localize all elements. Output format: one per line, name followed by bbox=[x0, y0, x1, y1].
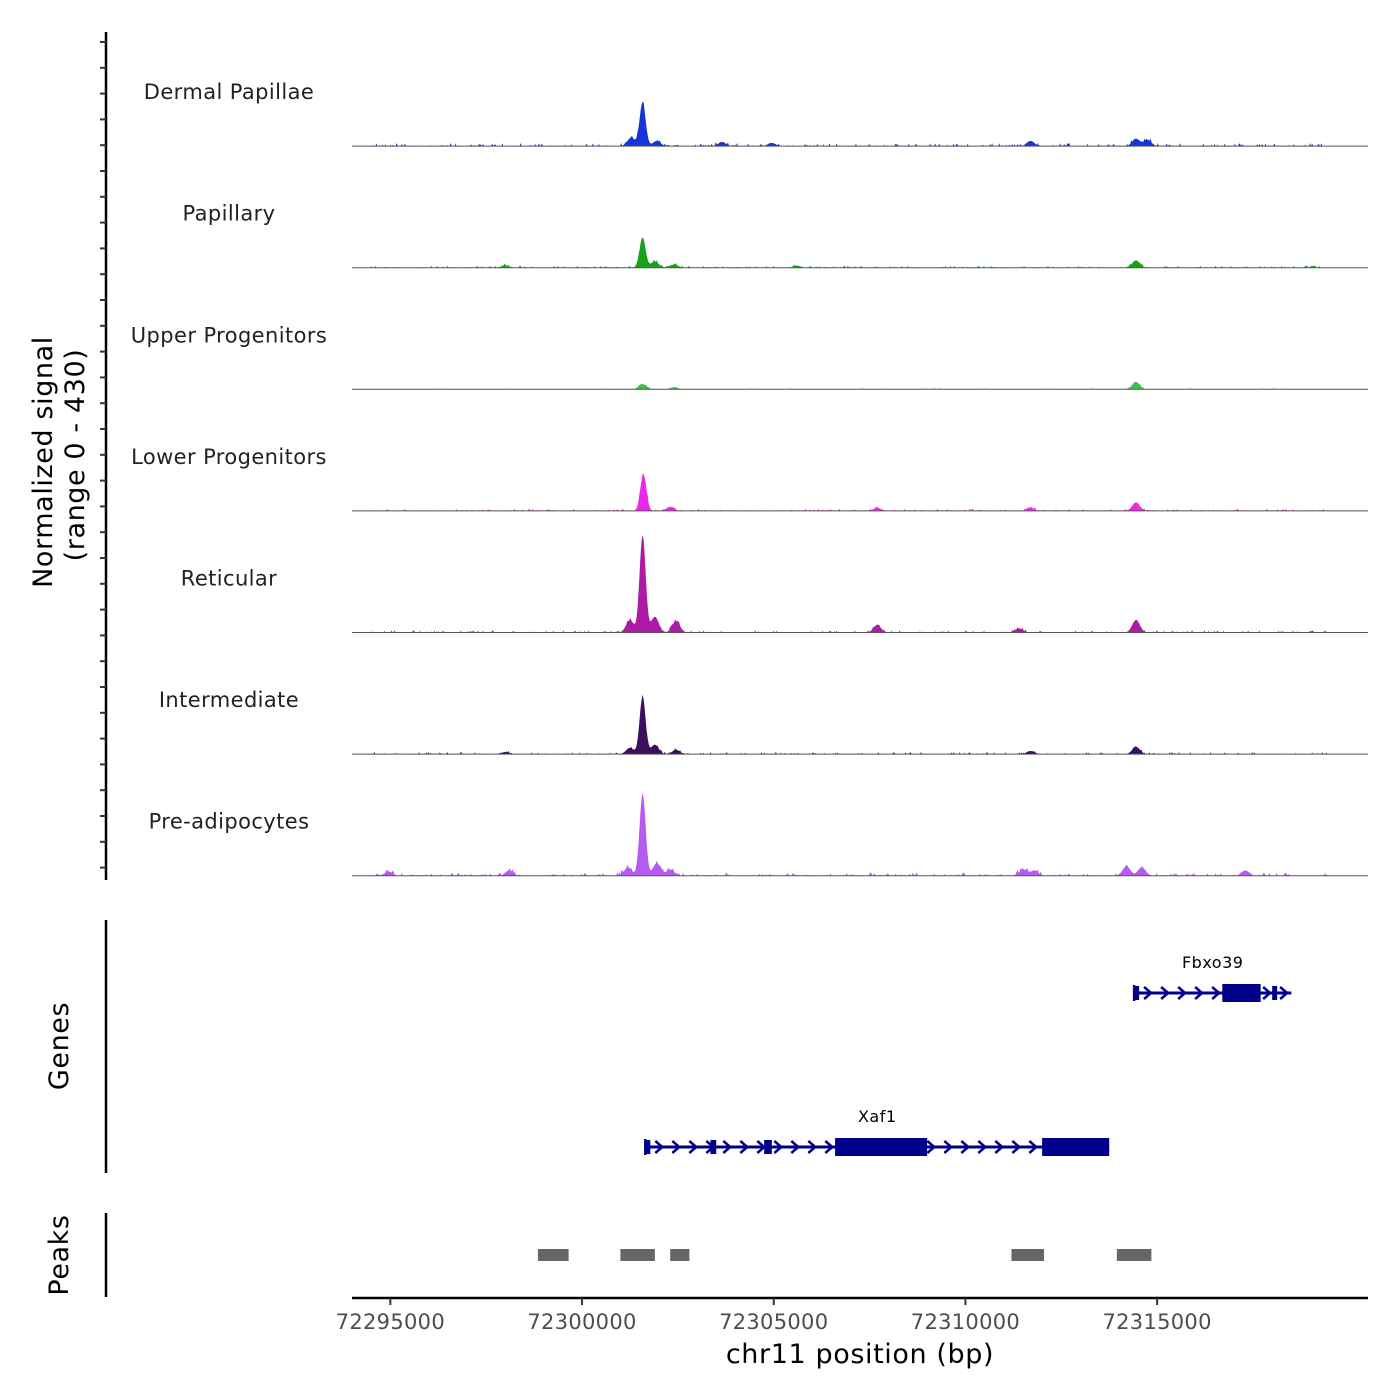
strand-arrow bbox=[790, 1140, 801, 1154]
track-reticular: Reticular bbox=[181, 534, 1368, 633]
strand-arrow bbox=[1011, 1140, 1022, 1154]
peaks-panel-title: Peaks bbox=[44, 1214, 75, 1295]
strand-arrow bbox=[943, 1140, 954, 1154]
gene-xaf1: Xaf1 bbox=[644, 1107, 1110, 1156]
signal-area bbox=[352, 534, 1368, 633]
track-lower-progenitors: Lower Progenitors bbox=[131, 445, 1368, 512]
track-label: Pre-adipocytes bbox=[149, 810, 310, 834]
track-label: Upper Progenitors bbox=[131, 323, 327, 347]
track-pre-adipocytes: Pre-adipocytes bbox=[149, 792, 1368, 877]
track-label: Intermediate bbox=[159, 688, 299, 712]
strand-arrow bbox=[926, 1140, 937, 1154]
gene-exon bbox=[835, 1138, 928, 1156]
gene-exon bbox=[1222, 984, 1261, 1002]
strand-arrow bbox=[1143, 986, 1154, 1000]
signal-area bbox=[352, 382, 1368, 390]
x-tick-label: 72310000 bbox=[911, 1310, 1020, 1334]
strand-arrow bbox=[960, 1140, 971, 1154]
gene-exon bbox=[764, 1140, 772, 1154]
x-tick-label: 72295000 bbox=[336, 1310, 445, 1334]
gene-label: Fbxo39 bbox=[1182, 953, 1243, 972]
strand-arrow bbox=[977, 1140, 988, 1154]
gene-exon bbox=[1134, 986, 1140, 1000]
signal-area bbox=[352, 792, 1368, 876]
strand-arrow bbox=[1177, 986, 1188, 1000]
strand-arrow bbox=[994, 1140, 1005, 1154]
strand-arrow bbox=[807, 1140, 818, 1154]
x-axis-ticks: 72295000 72300000 72305000 72310000 72315000 bbox=[336, 1298, 1211, 1334]
peak-region bbox=[1011, 1249, 1045, 1261]
peak-region bbox=[1116, 1249, 1152, 1261]
track-intermediate: Intermediate bbox=[159, 688, 1368, 755]
gene-exon bbox=[645, 1140, 651, 1154]
strand-arrow bbox=[1262, 986, 1273, 1000]
strand-arrow bbox=[739, 1140, 750, 1154]
strand-arrow bbox=[1160, 986, 1171, 1000]
track-upper-progenitors: Upper Progenitors bbox=[131, 323, 1368, 390]
peak-region bbox=[620, 1249, 655, 1261]
track-label: Lower Progenitors bbox=[131, 445, 327, 469]
strand-arrow bbox=[1279, 986, 1290, 1000]
strand-arrow bbox=[1194, 986, 1205, 1000]
strand-arrow bbox=[773, 1140, 784, 1154]
coverage-tracks: Dermal Papillae Papillary Upper Progenitor… bbox=[131, 80, 1368, 877]
x-tick-label: 72300000 bbox=[527, 1310, 636, 1334]
track-label: Reticular bbox=[181, 567, 277, 591]
gene-exon bbox=[1042, 1138, 1110, 1156]
x-tick-label: 72305000 bbox=[719, 1310, 828, 1334]
strand-arrow bbox=[824, 1140, 835, 1154]
strand-arrow bbox=[722, 1140, 733, 1154]
strand-arrow bbox=[688, 1140, 699, 1154]
genes-panel-title: Genes bbox=[44, 1002, 75, 1090]
y-axis-title-line2: (range 0 - 430) bbox=[60, 349, 91, 562]
track-dermal-papillae: Dermal Papillae bbox=[144, 80, 1368, 147]
gene-exon bbox=[710, 1140, 717, 1154]
x-axis-title: chr11 position (bp) bbox=[726, 1339, 994, 1370]
signal-area bbox=[352, 101, 1368, 147]
y-axis-title-line1: Normalized signal bbox=[28, 336, 59, 588]
strand-arrow bbox=[1211, 986, 1222, 1000]
track-papillary: Papillary bbox=[183, 202, 1368, 269]
track-label: Papillary bbox=[183, 202, 276, 226]
coverage-y-axis-ticks bbox=[100, 41, 106, 869]
peak-regions bbox=[537, 1249, 1152, 1261]
signal-area bbox=[352, 237, 1368, 268]
strand-arrow bbox=[671, 1140, 682, 1154]
x-tick-label: 72315000 bbox=[1102, 1310, 1211, 1334]
signal-area bbox=[352, 694, 1368, 755]
peak-region bbox=[537, 1249, 569, 1261]
track-label: Dermal Papillae bbox=[144, 80, 314, 104]
gene-fbxo39: Fbxo39 bbox=[1132, 953, 1292, 1002]
gene-exon bbox=[1272, 986, 1278, 1000]
gene-label: Xaf1 bbox=[858, 1107, 897, 1126]
peak-region bbox=[670, 1249, 690, 1261]
strand-arrow bbox=[654, 1140, 665, 1154]
gene-annotations: Fbxo39 Xaf1 bbox=[644, 953, 1292, 1156]
signal-area bbox=[352, 473, 1368, 511]
strand-arrow bbox=[1028, 1140, 1039, 1154]
